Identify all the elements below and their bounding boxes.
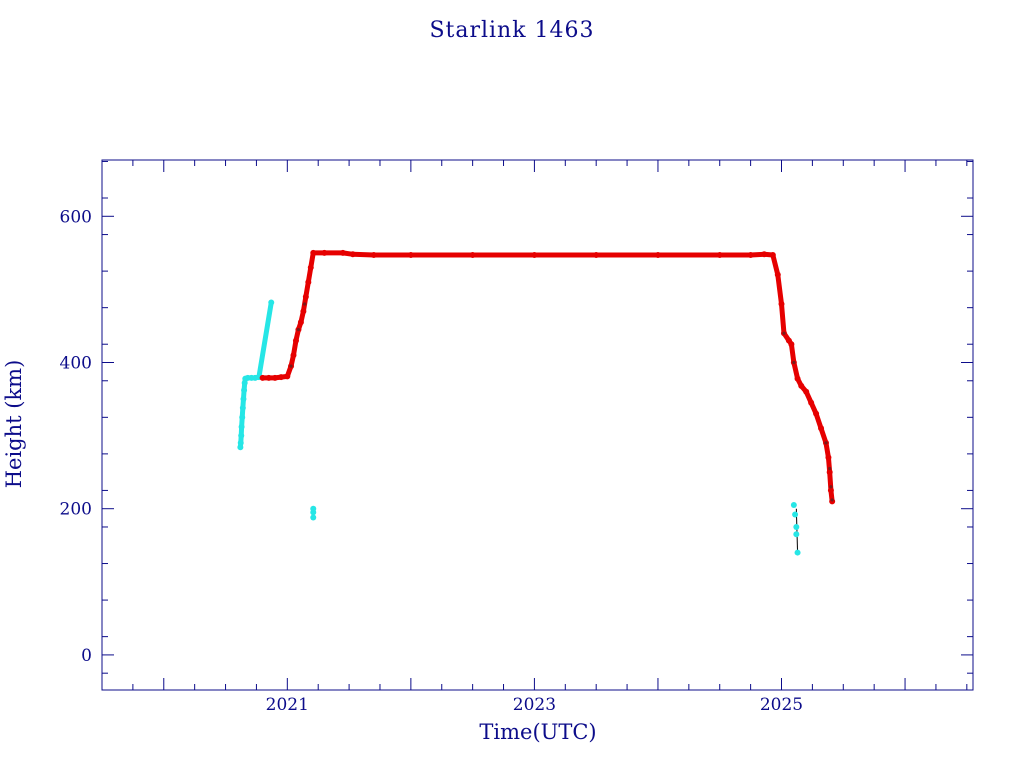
data-segment — [770, 252, 781, 278]
y-tick-label: 0 — [81, 646, 92, 666]
data-point — [825, 454, 832, 461]
data-point — [793, 531, 800, 538]
data-point — [747, 252, 754, 259]
data-point — [782, 331, 786, 335]
data-point — [307, 264, 314, 271]
data-point — [349, 251, 356, 258]
data-point — [241, 379, 248, 386]
data-point — [793, 523, 800, 530]
data-point — [792, 360, 796, 365]
data-point — [239, 414, 246, 421]
data-point — [238, 432, 245, 439]
data-point — [818, 425, 825, 432]
data-point — [292, 337, 299, 344]
data-point — [798, 382, 805, 389]
axis-ticks — [102, 160, 973, 690]
data-point — [531, 252, 538, 259]
data-point — [296, 328, 301, 332]
data-point — [289, 364, 293, 368]
plot-frame — [101, 159, 974, 691]
x-tick-label: 2025 — [760, 695, 803, 715]
data-point — [237, 439, 244, 446]
data-point — [271, 374, 278, 381]
data-point — [829, 485, 833, 489]
data-point — [788, 341, 795, 348]
data-point — [303, 302, 307, 306]
data-point — [297, 319, 304, 326]
data-point — [278, 374, 285, 381]
data-point — [813, 410, 820, 417]
data-point — [808, 399, 815, 406]
data-point — [778, 301, 785, 308]
data-segment — [350, 251, 377, 258]
data-point — [803, 388, 810, 395]
data-point — [239, 404, 246, 411]
data-point — [469, 252, 476, 259]
data-point — [370, 252, 377, 259]
data-point — [310, 509, 317, 516]
data-point — [794, 375, 801, 382]
data-segment — [788, 341, 797, 365]
y-tick-labels: 0 200 400 600 — [60, 207, 92, 666]
y-tick-label: 600 — [60, 207, 92, 227]
y-axis-label: Height (km) — [2, 360, 26, 489]
data-segment — [775, 272, 785, 307]
data-point — [774, 271, 781, 278]
data-point — [237, 444, 244, 451]
data-point — [827, 487, 834, 494]
y-tick-label: 200 — [60, 500, 92, 520]
data-point — [790, 502, 797, 509]
data-point — [654, 252, 661, 259]
data-point — [310, 514, 317, 521]
data-segment — [779, 301, 787, 336]
data-point — [824, 441, 828, 445]
x-tick-label: 2023 — [513, 695, 556, 715]
chart-title: Starlink 1463 — [429, 18, 594, 43]
data-point — [828, 466, 832, 471]
data-point — [302, 293, 309, 300]
data-points — [237, 249, 836, 556]
data-point — [284, 373, 291, 380]
data-point — [716, 252, 723, 259]
data-point — [321, 249, 328, 256]
data-point — [241, 387, 248, 394]
data-point — [339, 249, 346, 256]
y-tick-label: 400 — [60, 353, 92, 373]
data-point — [290, 352, 297, 359]
data-point — [593, 252, 600, 259]
data-point — [826, 469, 833, 476]
x-tick-label: 2021 — [266, 695, 309, 715]
data-point — [794, 549, 801, 556]
data-point — [265, 374, 272, 381]
x-tick-labels: 2021 2023 2025 — [266, 695, 803, 715]
data-point — [305, 279, 312, 286]
data-point — [240, 396, 247, 403]
data-point — [407, 252, 414, 259]
data-point — [792, 511, 799, 518]
data-point — [238, 423, 245, 430]
data-point — [268, 299, 275, 306]
data-point — [830, 498, 834, 502]
data-point — [300, 308, 307, 315]
data-point — [761, 251, 768, 258]
x-axis-label: Time(UTC) — [479, 720, 596, 744]
data-point — [769, 252, 776, 259]
data-point — [310, 249, 317, 256]
data-segment — [256, 300, 274, 380]
data-point — [259, 374, 266, 381]
